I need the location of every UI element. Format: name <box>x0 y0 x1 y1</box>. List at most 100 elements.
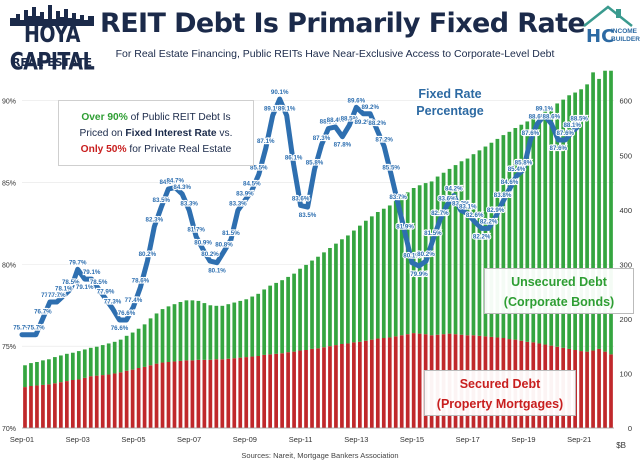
unsecured-bar <box>519 124 524 341</box>
unsecured-bar <box>585 84 589 352</box>
unsecured-bar <box>220 305 225 360</box>
secured-bar <box>381 338 386 428</box>
y-right-unit-label: $B <box>616 441 626 450</box>
secured-bar <box>118 372 123 428</box>
fixed-rate-data-label: 83.3% <box>229 200 247 207</box>
fixed-rate-data-label: 82.9% <box>487 207 505 214</box>
fixed-rate-data-label: 80.1% <box>403 253 421 260</box>
fixed-rate-data-label: 84.6% <box>159 179 177 186</box>
unsecured-bar <box>334 243 338 346</box>
y-left-tick-label: 80% <box>2 262 16 269</box>
unsecured-bar <box>280 280 284 354</box>
fixed-rate-data-label: 77.7% <box>48 292 66 299</box>
unsecured-bar <box>387 205 392 338</box>
y-right-tick-label: 500 <box>619 151 632 160</box>
secured-bar <box>328 346 332 428</box>
fixed-rate-data-label: 82.2% <box>480 218 498 225</box>
unsecured-bar <box>567 95 572 349</box>
unsecured-bar <box>41 360 45 385</box>
fixed-rate-data-label: 85.8% <box>515 159 533 166</box>
unsecured-bar <box>250 296 255 357</box>
unsecured-bar <box>172 304 177 362</box>
unsecured-bar <box>489 142 494 337</box>
fixed-rate-data-label: 80.2% <box>201 251 219 258</box>
secured-bar <box>405 334 410 428</box>
unsecured-bar <box>597 78 601 349</box>
unsecured-bar <box>178 302 183 361</box>
x-tick-label: Sep-09 <box>233 435 257 444</box>
unsecured-bar <box>453 165 458 335</box>
unsecured-bar <box>23 365 27 388</box>
unsecured-bar <box>262 289 267 355</box>
fixed-rate-data-label: 76.7% <box>34 308 52 315</box>
unsecured-bar <box>381 208 386 338</box>
fixed-rate-data-label: 77.3% <box>104 299 122 306</box>
source-note: Sources: Nareit, Mortgage Bankers Associ… <box>241 451 399 460</box>
unsecured-bar <box>495 138 500 338</box>
y-left-tick-label: 70% <box>2 426 16 433</box>
unsecured-bar <box>166 306 171 362</box>
secured-bar <box>100 375 105 428</box>
unsecured-bar <box>238 300 243 358</box>
unsecured-bar <box>561 99 566 348</box>
fixed-rate-data-label: 87.2% <box>375 137 393 144</box>
fixed-rate-data-label: 80.9% <box>194 240 212 247</box>
fixed-rate-data-label: 87.6% <box>522 130 540 137</box>
unsecured-bar <box>76 351 81 380</box>
chart-subtitle: For Real Estate Financing, Public REITs … <box>115 48 555 60</box>
unsecured-bar <box>202 303 207 360</box>
fixed-rate-data-label: 81.5% <box>222 230 240 237</box>
x-tick-label: Sep-15 <box>400 435 424 444</box>
callout-line-3: Only 50% for Private Real Estate <box>80 144 232 155</box>
secured-bar <box>256 356 261 428</box>
secured-bar <box>136 368 141 428</box>
fixed-rate-data-label: 88.5% <box>570 115 588 122</box>
fixed-rate-data-label: 76.6% <box>118 310 136 317</box>
fixed-rate-data-label: 79.7% <box>69 259 87 266</box>
unsecured-bar <box>352 230 356 343</box>
y-left-tick-label: 90% <box>2 99 16 106</box>
secured-bar <box>579 351 583 428</box>
fixed-rate-data-label: 83.3% <box>452 200 470 207</box>
fixed-rate-data-label: 89.2% <box>361 104 379 111</box>
unsecured-bar <box>136 328 141 368</box>
secured-bar <box>124 370 129 428</box>
chart-title: REIT Debt Is Primarily Fixed Rate <box>100 8 586 39</box>
fixed-rate-data-label: 85.5% <box>382 164 400 171</box>
fixed-rate-data-label: 77.9% <box>97 289 115 296</box>
unsecured-bar <box>417 185 422 334</box>
secured-bar <box>88 376 93 428</box>
unsecured-bar <box>196 300 201 360</box>
secured-bar <box>64 381 69 428</box>
unsecured-bar <box>130 332 135 370</box>
y-right-tick-label: 100 <box>619 369 632 378</box>
y-right-tick-label: 300 <box>619 260 632 269</box>
fixed-rate-data-label: 88.2% <box>368 120 386 127</box>
fixed-rate-data-label: 85.8% <box>306 159 324 166</box>
unsecured-bars <box>23 70 613 388</box>
unsecured-bar <box>208 305 213 360</box>
fixed-rate-data-label: 76.6% <box>111 325 129 332</box>
brand-left-sub: REAL ESTATE <box>11 56 93 69</box>
unsecured-bar <box>106 343 111 375</box>
secured-bar <box>23 387 27 428</box>
secured-bar <box>47 384 51 428</box>
unsecured-bar <box>256 293 261 356</box>
fixed-rate-data-label: 78.6% <box>132 277 150 284</box>
secured-bar <box>411 333 416 428</box>
unsecured-bar <box>358 225 362 342</box>
unsecured-bar <box>124 335 129 371</box>
unsecured-bar <box>59 355 63 383</box>
secured-bar <box>172 361 177 428</box>
fixed-rate-data-label: 83.5% <box>299 212 317 219</box>
secured-bar <box>94 375 99 428</box>
unsecured-bar <box>537 114 542 344</box>
unsecured-bar <box>393 201 398 337</box>
unsecured-bar <box>435 176 440 335</box>
unsecured-bar <box>232 302 237 359</box>
unsecured-bar <box>507 131 512 340</box>
secured-bar <box>53 383 57 428</box>
y-right-tick-label: 400 <box>619 206 632 215</box>
fixed-rate-data-label: 80.2% <box>417 251 435 258</box>
fixed-rate-data-label: 87.1% <box>257 138 275 145</box>
